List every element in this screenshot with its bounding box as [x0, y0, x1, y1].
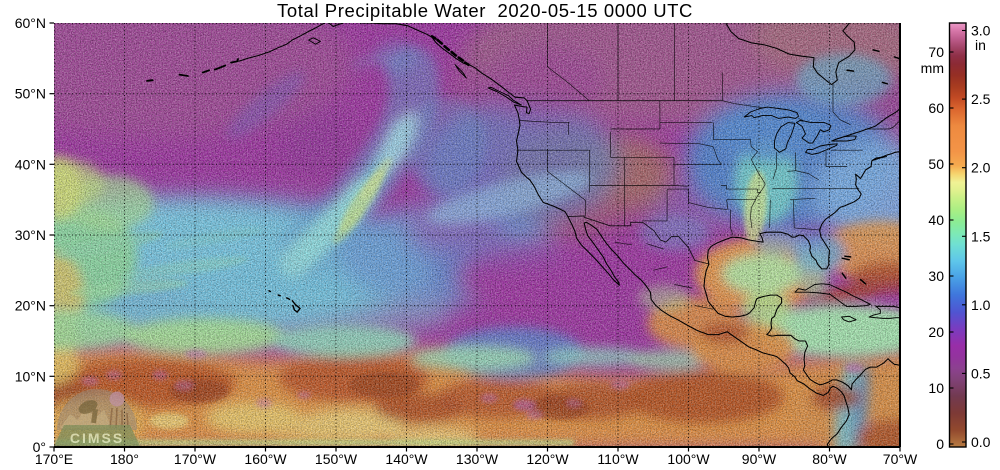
- svg-text:20°N: 20°N: [15, 298, 46, 314]
- svg-text:1.0: 1.0: [971, 297, 991, 313]
- svg-text:mm: mm: [921, 60, 944, 76]
- svg-text:30°N: 30°N: [15, 227, 46, 243]
- svg-text:1.5: 1.5: [971, 228, 991, 244]
- svg-text:110°W: 110°W: [597, 451, 639, 467]
- svg-text:0.5: 0.5: [971, 365, 991, 381]
- svg-text:50: 50: [928, 156, 944, 172]
- svg-text:0.0: 0.0: [971, 434, 991, 450]
- svg-text:60: 60: [928, 100, 944, 116]
- svg-text:40: 40: [928, 212, 944, 228]
- svg-text:40°N: 40°N: [15, 156, 46, 172]
- svg-text:0: 0: [936, 436, 944, 452]
- svg-text:60°N: 60°N: [15, 15, 46, 31]
- svg-text:70°W: 70°W: [883, 451, 918, 467]
- svg-text:70: 70: [928, 44, 944, 60]
- svg-text:130°W: 130°W: [456, 451, 499, 467]
- svg-text:120°W: 120°W: [526, 451, 569, 467]
- svg-text:180°: 180°: [110, 451, 139, 467]
- svg-text:90°W: 90°W: [742, 451, 777, 467]
- svg-text:100°W: 100°W: [667, 451, 710, 467]
- svg-text:170°W: 170°W: [174, 451, 217, 467]
- svg-text:CIMSS: CIMSS: [70, 430, 124, 446]
- svg-text:2.5: 2.5: [971, 91, 991, 107]
- svg-text:80°W: 80°W: [812, 451, 847, 467]
- svg-text:2.0: 2.0: [971, 160, 991, 176]
- svg-text:10: 10: [928, 380, 944, 396]
- svg-text:160°W: 160°W: [244, 451, 287, 467]
- svg-text:170°E: 170°E: [35, 451, 73, 467]
- svg-text:20: 20: [928, 324, 944, 340]
- svg-text:150°W: 150°W: [315, 451, 358, 467]
- svg-text:140°W: 140°W: [385, 451, 428, 467]
- svg-text:50°N: 50°N: [15, 86, 46, 102]
- svg-text:30: 30: [928, 268, 944, 284]
- svg-text:0°: 0°: [33, 439, 46, 455]
- svg-text:3.0: 3.0: [971, 23, 991, 39]
- svg-text:in: in: [975, 37, 986, 53]
- svg-text:10°N: 10°N: [15, 368, 46, 384]
- svg-text:Total Precipitable Water 2020: Total Precipitable Water 2020-05-15 0000…: [277, 0, 693, 21]
